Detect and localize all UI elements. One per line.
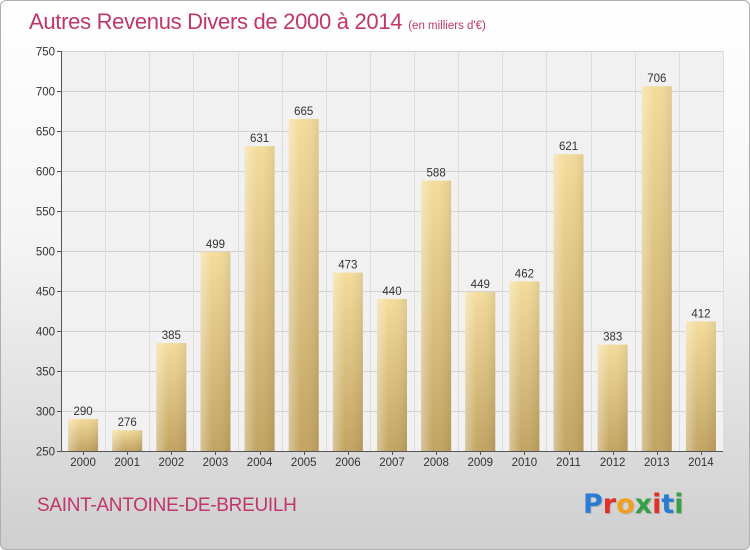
bar-value-label: 462 bbox=[515, 268, 534, 280]
bar-highlight bbox=[200, 251, 231, 451]
bar-highlight bbox=[509, 281, 540, 451]
x-tick-label: 2014 bbox=[688, 457, 714, 469]
y-tick-label: 600 bbox=[36, 167, 55, 179]
bar-value-label: 499 bbox=[206, 239, 225, 251]
logo-letter: i bbox=[652, 489, 662, 520]
x-tick-label: 2009 bbox=[467, 457, 493, 469]
bar-value-label: 290 bbox=[73, 406, 92, 418]
bar-highlight bbox=[332, 272, 363, 451]
bar-layer: 290 276 385 499 631 665 473 440 588 449 462 621 383 7… bbox=[68, 73, 716, 451]
bar-highlight bbox=[597, 344, 628, 451]
bar-highlight bbox=[421, 180, 452, 451]
logo-letter: i bbox=[674, 489, 684, 520]
x-tick-label: 2000 bbox=[70, 457, 96, 469]
title-text: Autres Revenus Divers de 2000 à 2014 bbox=[29, 9, 403, 34]
bar-value-label: 440 bbox=[382, 286, 401, 298]
bar-value-label: 631 bbox=[250, 133, 269, 145]
x-tick-label: 2003 bbox=[203, 457, 229, 469]
y-tick-label: 450 bbox=[36, 287, 55, 299]
y-tick-label: 750 bbox=[36, 47, 55, 59]
x-tick-label: 2006 bbox=[335, 457, 361, 469]
bar-value-label: 385 bbox=[162, 330, 181, 342]
y-tick-label: 250 bbox=[36, 447, 55, 459]
bar-highlight bbox=[641, 86, 672, 451]
bar-highlight bbox=[288, 119, 319, 451]
y-tick-label: 650 bbox=[36, 127, 55, 139]
logo-letter: r bbox=[602, 489, 617, 520]
x-tick-label: 2013 bbox=[644, 457, 670, 469]
bar-value-label: 665 bbox=[294, 106, 313, 118]
y-tick-label: 500 bbox=[36, 247, 55, 259]
bar-value-label: 473 bbox=[338, 260, 357, 272]
logo-letter: t bbox=[661, 489, 675, 520]
bar-value-label: 412 bbox=[691, 308, 710, 320]
logo-letter: o bbox=[616, 489, 635, 520]
bar-highlight bbox=[68, 419, 99, 451]
y-tick-label: 700 bbox=[36, 87, 55, 99]
x-tick-label: 2008 bbox=[423, 457, 449, 469]
y-tick-label: 550 bbox=[36, 207, 55, 219]
commune-name: SAINT-ANTOINE-DE-BREUILH bbox=[37, 495, 297, 516]
chart-subtitle: (en milliers d'€) bbox=[408, 20, 486, 32]
bar-highlight bbox=[465, 291, 496, 451]
x-tick-label: 2002 bbox=[159, 457, 185, 469]
bar-value-label: 383 bbox=[603, 332, 622, 344]
bar-highlight bbox=[377, 299, 407, 451]
x-tick-label: 2010 bbox=[512, 457, 538, 469]
y-tick-label: 350 bbox=[36, 367, 55, 379]
x-tick-label: 2011 bbox=[556, 457, 581, 469]
logo-letter: x bbox=[634, 489, 653, 520]
x-tick-label: 2012 bbox=[600, 457, 626, 469]
axis-layer: 250 300 350 400 450 500 550 600 650 700 750 2000 200… bbox=[36, 47, 723, 469]
bar-value-label: 449 bbox=[471, 279, 490, 291]
x-tick-label: 2005 bbox=[291, 457, 317, 469]
logo-letter: P bbox=[583, 489, 603, 520]
bar-value-label: 706 bbox=[647, 73, 666, 85]
y-tick-label: 300 bbox=[36, 407, 55, 419]
bar-value-label: 276 bbox=[118, 417, 137, 429]
bar-highlight bbox=[553, 154, 584, 451]
bar-highlight bbox=[112, 430, 143, 451]
x-tick-label: 2004 bbox=[247, 457, 273, 469]
x-tick-label: 2007 bbox=[379, 457, 405, 469]
y-tick-label: 400 bbox=[36, 327, 55, 339]
bar-highlight bbox=[244, 146, 275, 451]
bar-value-label: 621 bbox=[559, 141, 578, 153]
bar-highlight bbox=[685, 321, 716, 451]
bar-value-label: 588 bbox=[427, 168, 446, 180]
chart-title: Autres Revenus Divers de 2000 à 2014 (en … bbox=[29, 9, 486, 35]
x-tick-label: 2001 bbox=[114, 457, 140, 469]
bar-highlight bbox=[156, 343, 187, 451]
proxiti-logo: Proxiti bbox=[583, 489, 684, 520]
